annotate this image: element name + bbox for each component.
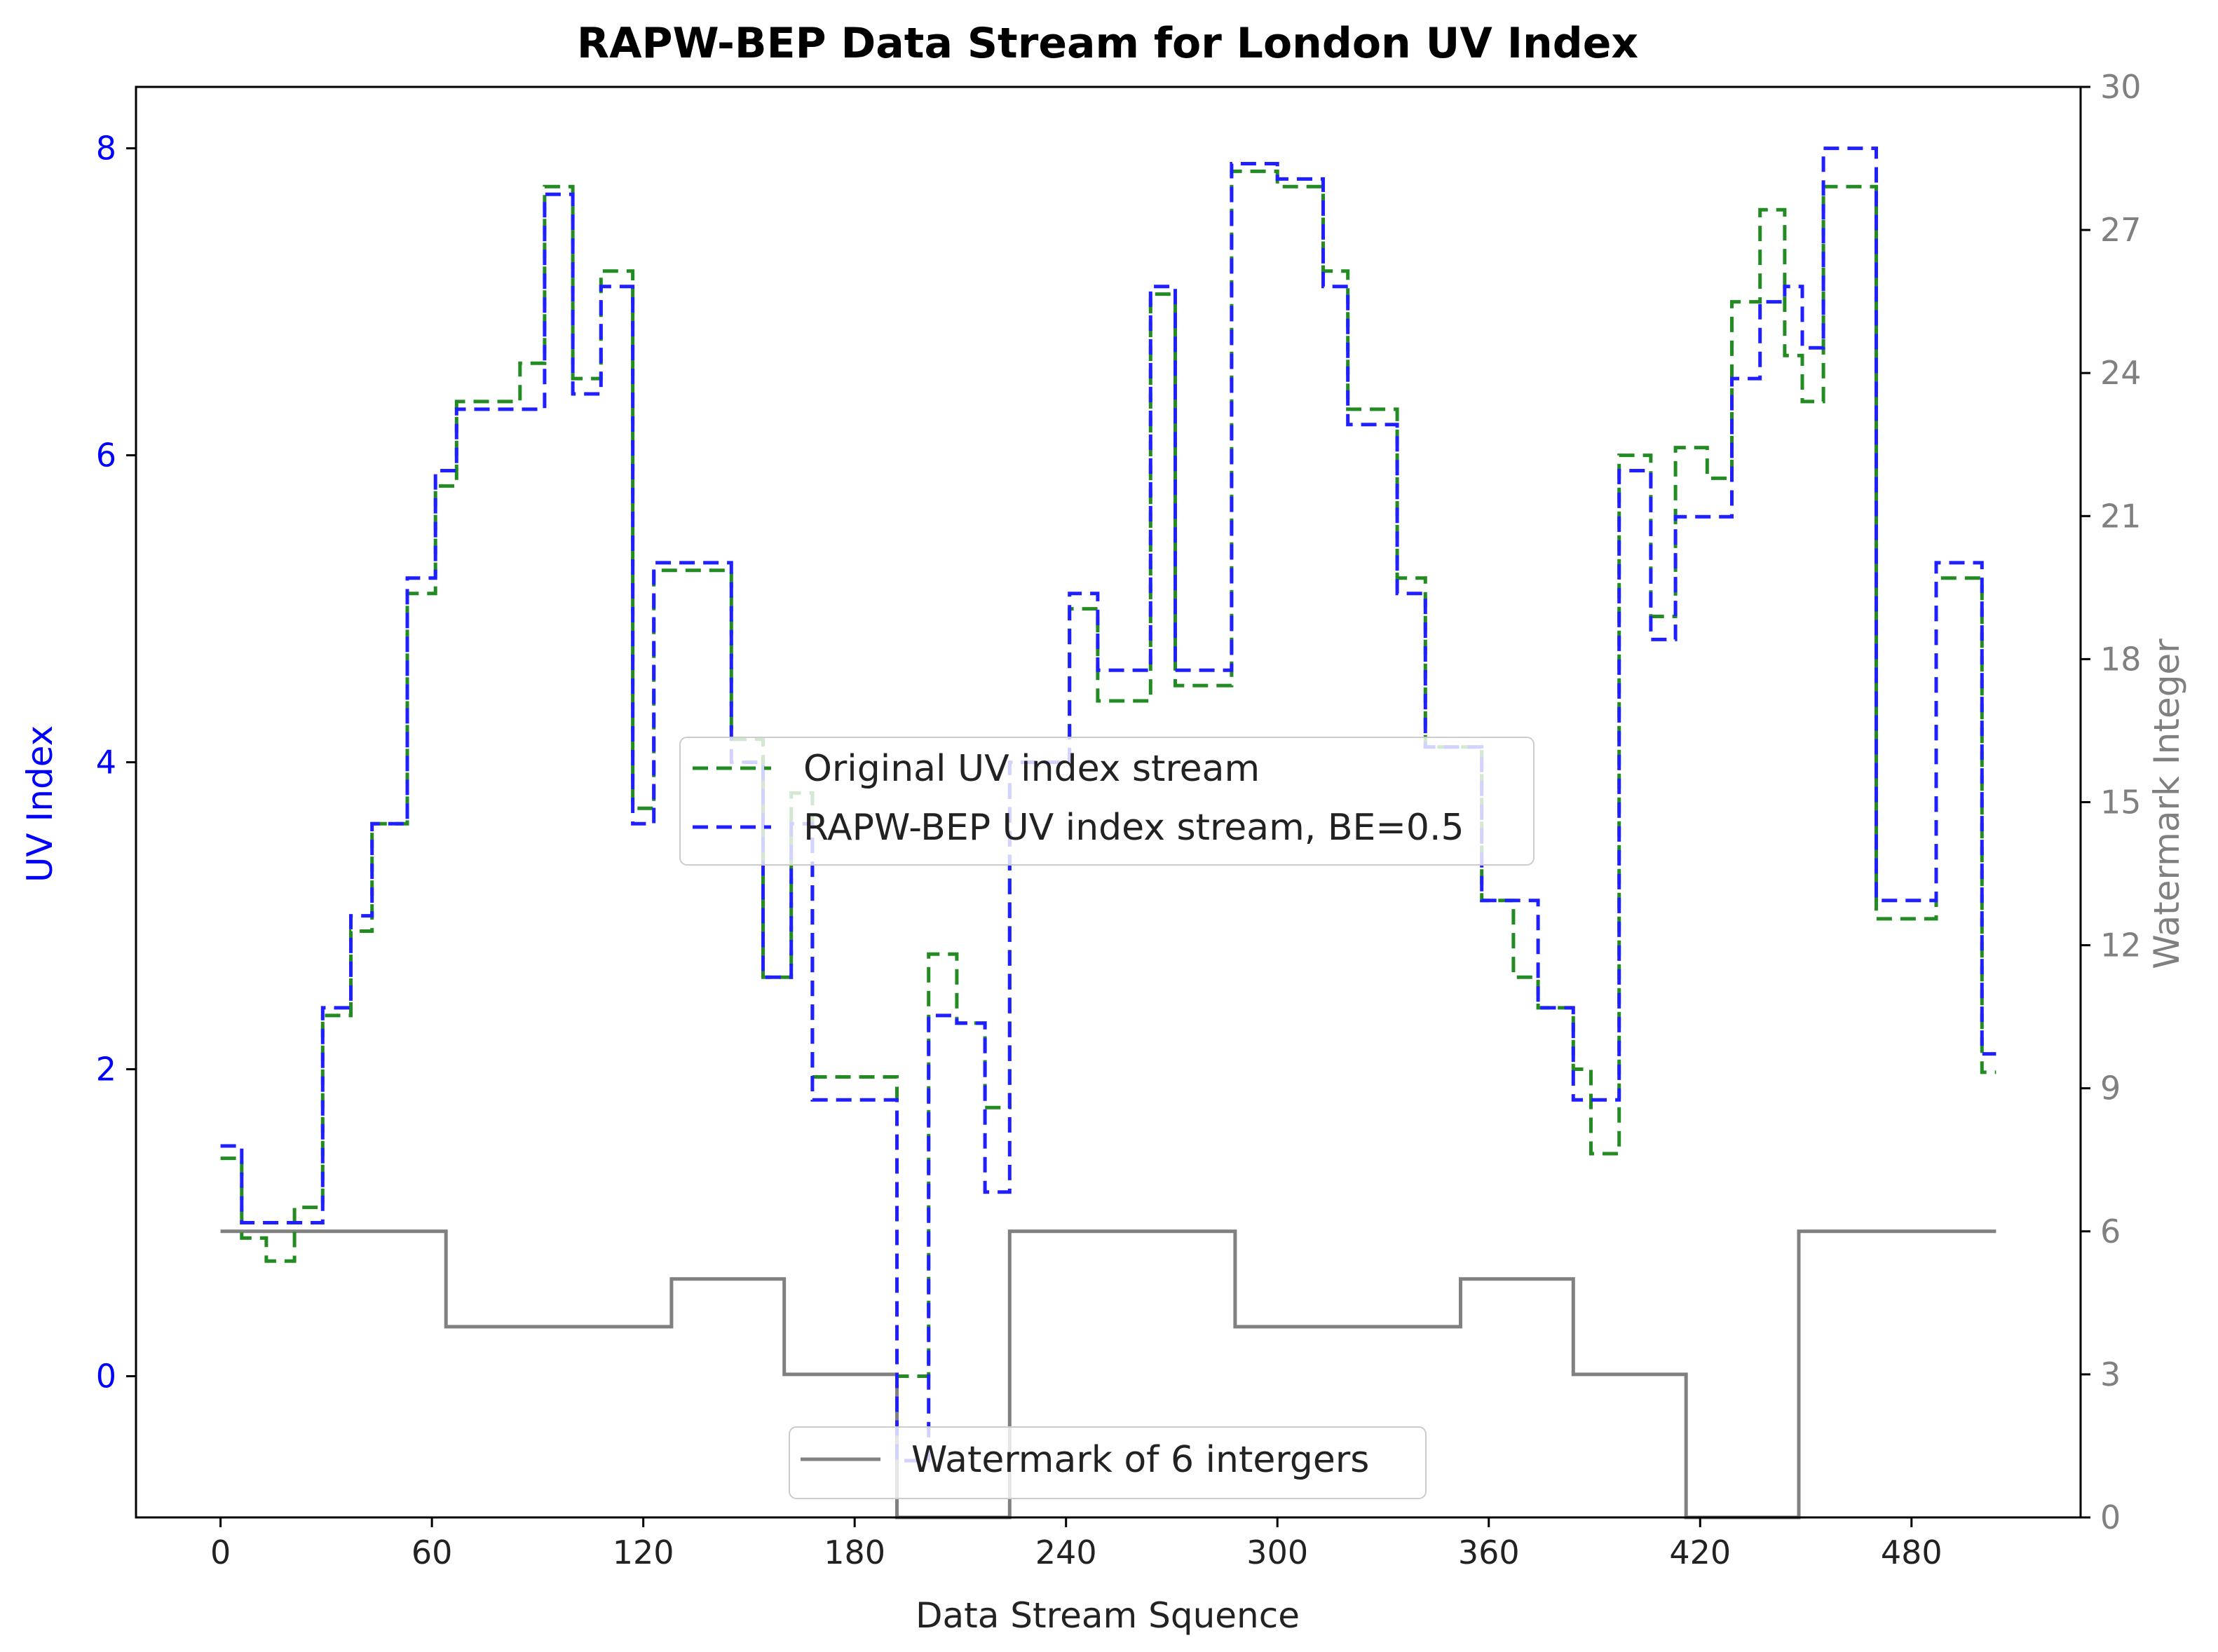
right-y-tick-label: 30 <box>2100 68 2142 106</box>
right-y-tick-label: 0 <box>2100 1499 2121 1536</box>
legend-uv-box <box>679 737 1535 866</box>
right-y-tick-label: 24 <box>2100 354 2142 392</box>
left-y-tick-label: 2 <box>96 1051 116 1088</box>
x-tick-label: 180 <box>824 1534 885 1571</box>
right-y-tick-label: 18 <box>2100 640 2142 678</box>
x-tick-label: 240 <box>1035 1534 1097 1571</box>
legend-watermark-label: Watermark of 6 intergers <box>911 1439 1369 1481</box>
x-tick-label: 360 <box>1458 1534 1520 1571</box>
right-y-tick-label: 15 <box>2100 784 2142 821</box>
x-tick-label: 300 <box>1246 1534 1308 1571</box>
left-y-axis-ticks: 0 2 4 6 8 <box>96 130 136 1395</box>
legend-rapw-label: RAPW-BEP UV index stream, BE=0.5 <box>803 807 1464 849</box>
x-tick-label: 120 <box>613 1534 674 1571</box>
left-y-tick-label: 8 <box>96 130 116 168</box>
right-y-tick-label: 3 <box>2100 1356 2121 1393</box>
x-axis-ticks: 0 60 120 180 240 300 360 420 480 <box>210 1517 1943 1571</box>
x-tick-label: 420 <box>1669 1534 1731 1571</box>
right-y-tick-label: 9 <box>2100 1070 2121 1107</box>
right-y-axis-ticks: 0 3 6 9 12 15 18 21 24 27 30 <box>2081 68 2142 1536</box>
legend-watermark-box <box>789 1426 1427 1499</box>
right-y-tick-label: 12 <box>2100 927 2142 964</box>
rapw-bep-uv-series-line <box>220 146 1996 1463</box>
x-tick-label: 480 <box>1881 1534 1943 1571</box>
chart-title: RAPW-BEP Data Stream for London UV Index <box>577 19 1638 68</box>
right-y-tick-label: 21 <box>2100 497 2142 535</box>
watermark-series-line <box>220 1229 1996 1520</box>
left-y-axis-label: UV Index <box>20 725 60 882</box>
x-tick-label: 0 <box>210 1534 231 1571</box>
right-y-axis-label: Watermark Integer <box>2146 639 2187 969</box>
left-y-tick-label: 0 <box>96 1358 116 1395</box>
x-tick-label: 60 <box>411 1534 453 1571</box>
legend-uv: Original UV index stream RAPW-BEP UV ind… <box>679 737 1535 866</box>
right-y-tick-label: 6 <box>2100 1213 2121 1250</box>
legend-watermark: Watermark of 6 intergers <box>789 1426 1427 1499</box>
right-y-tick-label: 27 <box>2100 211 2142 249</box>
left-y-tick-label: 6 <box>96 437 116 475</box>
x-axis-label: Data Stream Squence <box>916 1595 1300 1636</box>
left-y-tick-label: 4 <box>96 744 116 781</box>
legend-original-label: Original UV index stream <box>803 748 1260 790</box>
series-layer <box>220 146 1996 1520</box>
